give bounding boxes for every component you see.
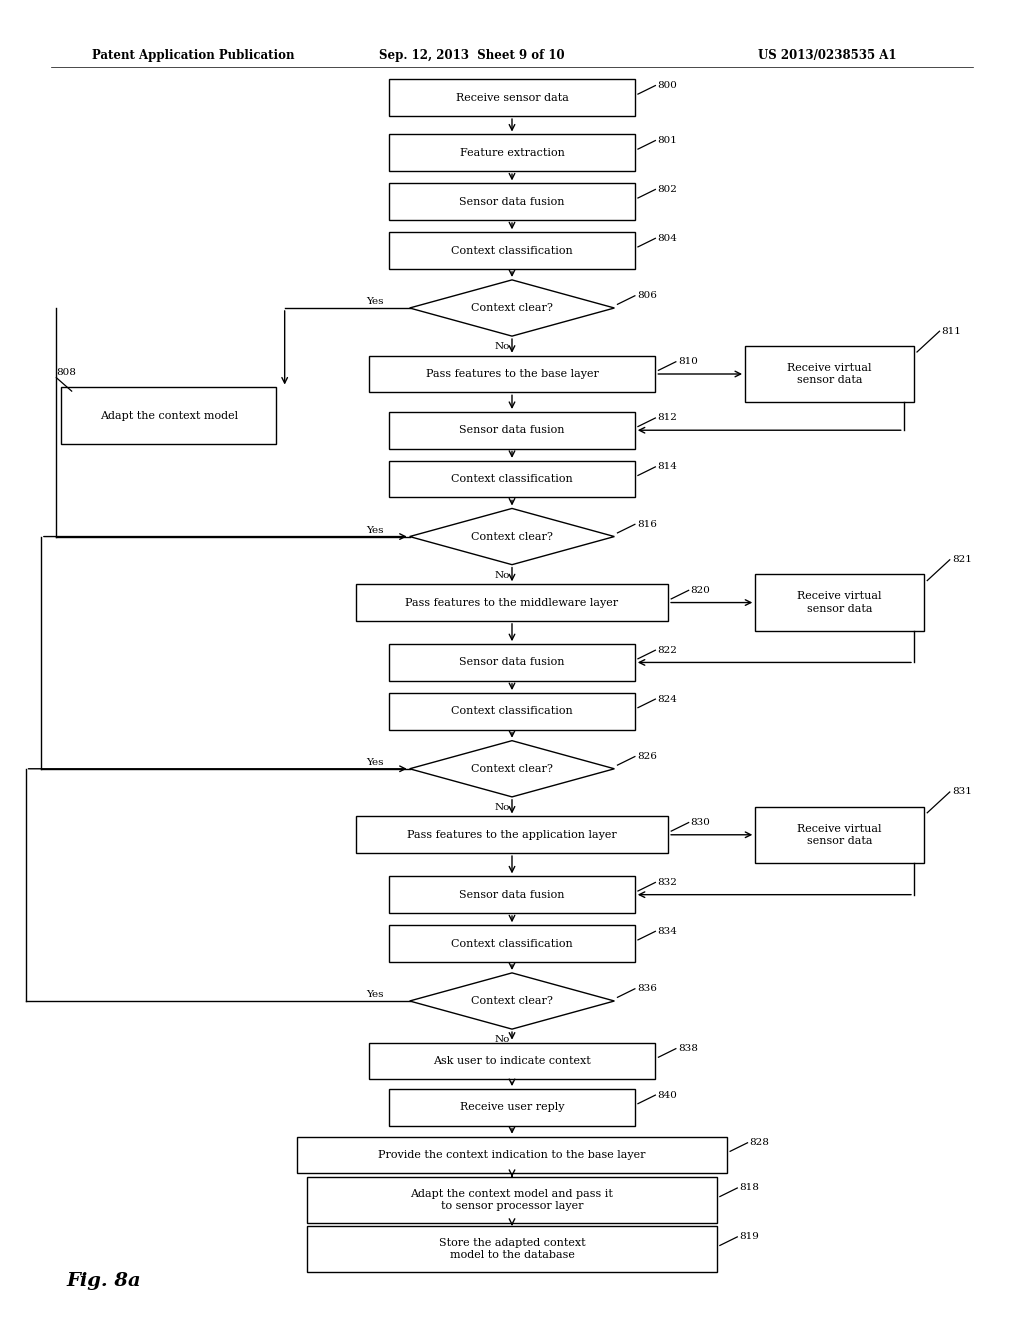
Text: Context clear?: Context clear? <box>471 304 553 313</box>
Text: Receive virtual
sensor data: Receive virtual sensor data <box>798 824 882 846</box>
Text: Fig. 8a: Fig. 8a <box>67 1272 141 1290</box>
Bar <box>389 135 635 172</box>
Text: Yes: Yes <box>367 297 384 306</box>
Text: 821: 821 <box>952 556 972 564</box>
Bar <box>389 461 635 498</box>
Text: Pass features to the base layer: Pass features to the base layer <box>426 370 598 379</box>
Text: Patent Application Publication: Patent Application Publication <box>92 49 295 62</box>
Text: No: No <box>494 342 510 351</box>
Text: Context clear?: Context clear? <box>471 532 553 541</box>
Bar <box>389 232 635 269</box>
Text: Receive sensor data: Receive sensor data <box>456 92 568 103</box>
Text: 806: 806 <box>637 292 656 300</box>
Bar <box>307 1177 717 1224</box>
Bar <box>356 585 669 620</box>
Text: 832: 832 <box>657 878 677 887</box>
Text: Yes: Yes <box>367 990 384 999</box>
Text: Adapt the context model and pass it
to sensor processor layer: Adapt the context model and pass it to s… <box>411 1189 613 1212</box>
Text: 820: 820 <box>690 586 711 595</box>
Text: 810: 810 <box>678 358 697 366</box>
Text: 818: 818 <box>739 1184 759 1192</box>
Bar <box>389 644 635 681</box>
Text: Context classification: Context classification <box>452 706 572 717</box>
Text: Adapt the context model: Adapt the context model <box>100 411 238 421</box>
Text: Context clear?: Context clear? <box>471 997 553 1006</box>
Text: 828: 828 <box>750 1138 769 1147</box>
Text: No: No <box>494 570 510 579</box>
Text: Feature extraction: Feature extraction <box>460 148 564 158</box>
Text: No: No <box>494 1035 510 1044</box>
Polygon shape <box>410 508 614 565</box>
Bar <box>745 346 914 403</box>
Polygon shape <box>410 973 614 1030</box>
Bar <box>389 693 635 730</box>
Polygon shape <box>410 280 614 337</box>
Text: Sensor data fusion: Sensor data fusion <box>459 890 565 900</box>
Bar <box>389 925 635 962</box>
Bar <box>369 1043 655 1080</box>
Text: Context classification: Context classification <box>452 939 572 949</box>
Text: 831: 831 <box>952 788 972 796</box>
Text: 824: 824 <box>657 694 677 704</box>
Text: Pass features to the middleware layer: Pass features to the middleware layer <box>406 598 618 607</box>
Bar <box>755 574 924 631</box>
Text: 811: 811 <box>942 327 962 335</box>
Text: 801: 801 <box>657 136 677 145</box>
Text: Pass features to the application layer: Pass features to the application layer <box>408 830 616 840</box>
Text: 836: 836 <box>637 985 656 993</box>
Bar <box>307 1226 717 1272</box>
Text: 838: 838 <box>678 1044 697 1053</box>
Bar <box>389 412 635 449</box>
Bar <box>369 355 655 392</box>
Polygon shape <box>410 741 614 797</box>
Text: 834: 834 <box>657 927 677 936</box>
Text: Provide the context indication to the base layer: Provide the context indication to the ba… <box>378 1150 646 1160</box>
Bar <box>389 876 635 913</box>
Text: 812: 812 <box>657 413 677 422</box>
Text: Sensor data fusion: Sensor data fusion <box>459 657 565 668</box>
Text: 819: 819 <box>739 1233 759 1241</box>
Text: Ask user to indicate context: Ask user to indicate context <box>433 1056 591 1065</box>
Text: Context classification: Context classification <box>452 474 572 484</box>
Text: Context clear?: Context clear? <box>471 764 553 774</box>
Text: US 2013/0238535 A1: US 2013/0238535 A1 <box>758 49 896 62</box>
Text: Store the adapted context
model to the database: Store the adapted context model to the d… <box>438 1238 586 1261</box>
Text: Receive virtual
sensor data: Receive virtual sensor data <box>798 591 882 614</box>
Text: 816: 816 <box>637 520 656 529</box>
Bar <box>297 1137 727 1173</box>
Text: 830: 830 <box>690 818 711 828</box>
Text: Receive virtual
sensor data: Receive virtual sensor data <box>787 363 871 385</box>
Bar <box>389 183 635 220</box>
Text: 814: 814 <box>657 462 677 471</box>
Text: Yes: Yes <box>367 525 384 535</box>
Bar <box>389 1089 635 1126</box>
Text: 808: 808 <box>56 368 76 378</box>
Text: 822: 822 <box>657 645 677 655</box>
Text: 804: 804 <box>657 234 677 243</box>
Text: 800: 800 <box>657 81 677 90</box>
Text: 826: 826 <box>637 752 656 762</box>
Text: Sensor data fusion: Sensor data fusion <box>459 197 565 207</box>
Text: 802: 802 <box>657 185 677 194</box>
Text: 840: 840 <box>657 1090 677 1100</box>
Text: Sensor data fusion: Sensor data fusion <box>459 425 565 436</box>
Bar <box>389 79 635 116</box>
Text: Yes: Yes <box>367 758 384 767</box>
Text: No: No <box>494 803 510 812</box>
Bar <box>356 817 669 853</box>
Text: Receive user reply: Receive user reply <box>460 1102 564 1113</box>
Text: Context classification: Context classification <box>452 246 572 256</box>
Bar <box>755 807 924 863</box>
Bar <box>61 388 276 444</box>
Text: Sep. 12, 2013  Sheet 9 of 10: Sep. 12, 2013 Sheet 9 of 10 <box>379 49 564 62</box>
